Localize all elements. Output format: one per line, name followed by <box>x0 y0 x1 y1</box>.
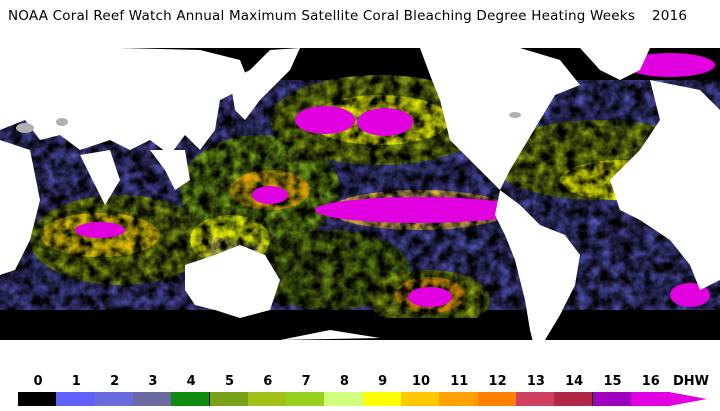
scale-label-14: 14 <box>565 374 584 389</box>
scale-swatch-2 <box>94 392 134 406</box>
scale-arrow-icon <box>669 392 708 406</box>
scale-label-2: 2 <box>110 374 120 389</box>
scale-label-6: 6 <box>263 374 273 389</box>
scale-swatch-13 <box>515 392 556 406</box>
scale-swatch-14 <box>554 392 594 406</box>
scale-swatch-1 <box>56 392 96 406</box>
scale-label-3: 3 <box>148 374 158 389</box>
scale-swatch-12 <box>477 392 517 406</box>
world-map <box>0 40 720 370</box>
year-label: 2016 <box>652 8 688 24</box>
scale-label-0: 0 <box>33 374 43 389</box>
scale-swatch-9 <box>362 392 402 406</box>
dhw-color-scale: 0 1 2 3 4 5 6 7 8 9 10 11 12 13 14 15 16 DHW <box>0 372 720 411</box>
scale-label-4: 4 <box>186 374 196 389</box>
scale-swatch-4 <box>171 392 211 406</box>
scale-swatch-15 <box>592 392 632 406</box>
scale-label-7: 7 <box>301 374 311 389</box>
scale-swatch-8 <box>324 392 364 406</box>
lakes <box>16 112 521 133</box>
scale-swatch-16 <box>630 392 671 406</box>
scale-label-16: 16 <box>641 374 660 389</box>
scale-swatch-0 <box>18 392 58 406</box>
scale-label-8: 8 <box>339 374 349 389</box>
scale-swatch-5 <box>209 392 249 406</box>
scale-label-1: 1 <box>71 374 81 389</box>
scale-swatch-7 <box>286 392 326 406</box>
scale-swatch-3 <box>132 392 173 406</box>
scale-label-15: 15 <box>603 374 622 389</box>
dhw-map <box>0 40 720 370</box>
land <box>0 40 720 370</box>
scale-label-5: 5 <box>224 374 235 389</box>
scale-swatch-11 <box>439 392 479 406</box>
scale-swatch-6 <box>247 392 288 406</box>
scale-label-13: 13 <box>526 374 545 389</box>
scale-label-9: 9 <box>378 374 388 389</box>
scale-label-11: 11 <box>450 374 469 389</box>
scale-swatch-10 <box>401 392 441 406</box>
scale-unit: DHW <box>673 374 710 389</box>
title-text: NOAA Coral Reef Watch Annual Maximum Sat… <box>8 8 636 24</box>
scale-label-10: 10 <box>411 374 431 389</box>
scale-label-12: 12 <box>488 374 507 389</box>
